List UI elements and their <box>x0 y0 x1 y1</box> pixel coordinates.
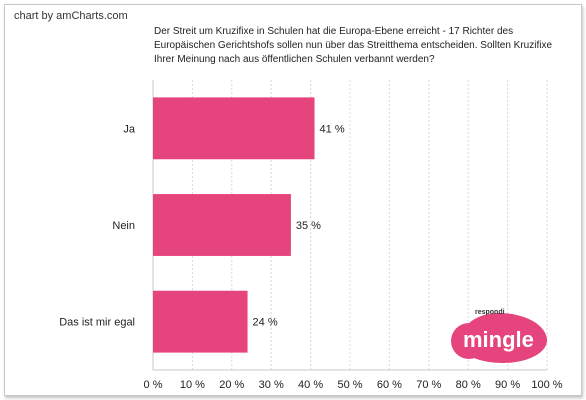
category-label: Ja <box>123 123 136 135</box>
bar <box>153 97 315 160</box>
category-label: Das ist mir egal <box>59 317 135 329</box>
x-tick-label: 30 % <box>259 379 284 391</box>
x-tick-label: 80 % <box>456 379 481 391</box>
data-label: 24 % <box>253 317 278 329</box>
x-tick-label: 60 % <box>377 379 402 391</box>
data-label: 35 % <box>296 220 321 232</box>
data-label: 41 % <box>320 123 345 135</box>
x-tick-label: 50 % <box>337 379 362 391</box>
category-label: Nein <box>112 220 135 232</box>
x-tick-label: 10 % <box>180 379 205 391</box>
survey-question: Der Streit um Kruzifixe in Schulen hat d… <box>154 26 553 65</box>
x-tick-label: 70 % <box>416 379 441 391</box>
bar <box>153 290 248 353</box>
chart-credit[interactable]: chart by amCharts.com <box>14 10 128 22</box>
logo-main-text: mingle <box>463 327 534 352</box>
x-tick-label: 40 % <box>298 379 323 391</box>
logo-small-text: respondi <box>475 309 505 316</box>
x-tick-label: 20 % <box>219 379 244 391</box>
bar <box>153 194 291 256</box>
x-tick-label: 90 % <box>495 379 520 391</box>
x-tick-label: 0 % <box>144 379 163 391</box>
mingle-logo: respondi mingle <box>449 297 549 367</box>
x-tick-label: 100 % <box>531 379 562 391</box>
logo-blob <box>459 313 547 363</box>
